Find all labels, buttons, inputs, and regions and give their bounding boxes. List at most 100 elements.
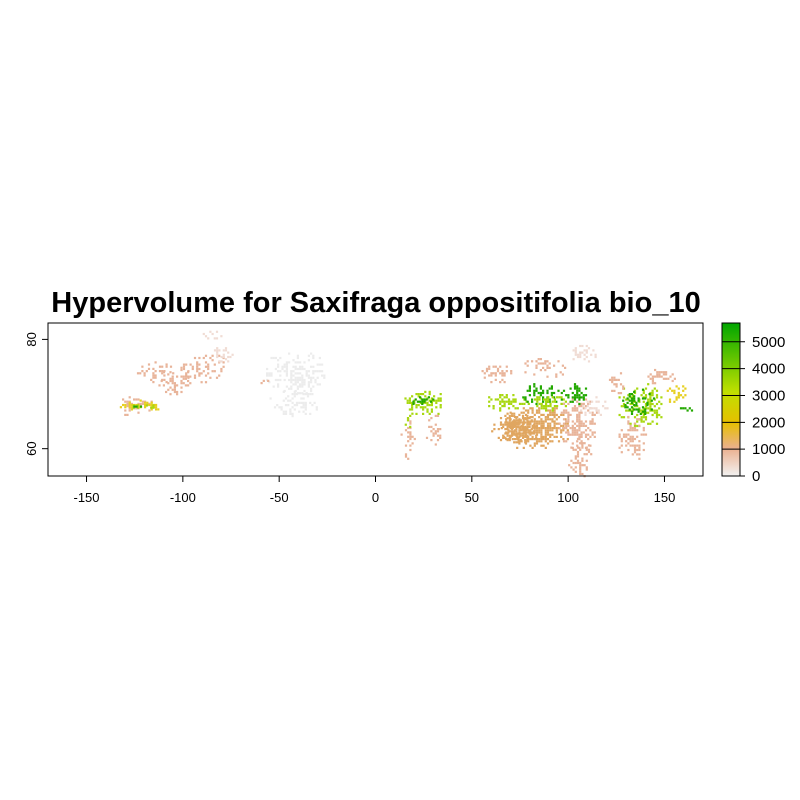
raster-cell bbox=[518, 422, 521, 425]
raster-cell bbox=[546, 375, 549, 378]
raster-cell bbox=[565, 411, 568, 414]
raster-cell bbox=[538, 440, 541, 443]
raster-cell bbox=[581, 464, 584, 467]
raster-cell bbox=[213, 337, 216, 340]
raster-cell bbox=[512, 400, 515, 403]
raster-cell bbox=[412, 402, 415, 405]
raster-cell bbox=[318, 370, 321, 373]
raster-cell bbox=[536, 400, 539, 403]
raster-cell bbox=[533, 413, 536, 416]
raster-cell bbox=[509, 418, 512, 421]
raster-cell bbox=[503, 396, 506, 399]
y-tick-label: 60 bbox=[24, 441, 39, 455]
raster-cell bbox=[640, 409, 643, 412]
raster-cell bbox=[637, 399, 640, 402]
raster-cell bbox=[570, 466, 573, 469]
raster-cell bbox=[439, 428, 442, 431]
raster-cell bbox=[296, 367, 299, 371]
raster-cell bbox=[497, 436, 500, 439]
raster-cell bbox=[157, 408, 160, 411]
raster-cell bbox=[204, 361, 208, 364]
raster-cell bbox=[572, 448, 575, 451]
raster-cell bbox=[533, 438, 536, 441]
raster-cell bbox=[321, 370, 324, 373]
raster-cell bbox=[518, 413, 521, 416]
raster-cell bbox=[300, 401, 303, 404]
raster-cell bbox=[557, 416, 561, 419]
raster-cell bbox=[302, 406, 305, 409]
raster-cell bbox=[211, 332, 214, 336]
raster-cell bbox=[615, 378, 618, 381]
raster-cell bbox=[135, 403, 138, 407]
raster-cell bbox=[583, 358, 586, 361]
raster-cell bbox=[553, 422, 556, 425]
raster-cell bbox=[576, 387, 579, 390]
raster-cell bbox=[673, 400, 676, 403]
raster-cell bbox=[550, 394, 553, 397]
raster-cell bbox=[641, 410, 645, 413]
raster-cell bbox=[638, 418, 641, 421]
raster-cell bbox=[526, 419, 529, 422]
raster-cell bbox=[642, 413, 645, 417]
raster-cell bbox=[500, 427, 503, 430]
raster-cell bbox=[576, 353, 580, 356]
raster-cell bbox=[582, 405, 585, 408]
raster-cell bbox=[531, 431, 534, 434]
raster-cell bbox=[128, 409, 131, 412]
raster-cell bbox=[553, 396, 556, 399]
raster-cell bbox=[675, 396, 678, 399]
raster-cell bbox=[488, 405, 491, 408]
raster-cell bbox=[673, 391, 676, 395]
raster-cell bbox=[513, 412, 516, 415]
raster-cell bbox=[574, 351, 577, 354]
raster-cell bbox=[538, 416, 541, 419]
raster-cell bbox=[633, 429, 637, 432]
raster-cell bbox=[508, 414, 511, 417]
raster-cell bbox=[669, 375, 672, 378]
raster-cell bbox=[658, 400, 661, 403]
raster-cell bbox=[629, 435, 632, 438]
raster-cell bbox=[560, 413, 563, 416]
raster-cell bbox=[295, 393, 299, 396]
raster-cell bbox=[549, 440, 552, 443]
raster-cell bbox=[582, 407, 585, 410]
raster-cell bbox=[587, 347, 591, 350]
raster-cell bbox=[562, 427, 566, 430]
raster-cell bbox=[588, 402, 591, 405]
raster-cell bbox=[303, 361, 306, 364]
raster-cell bbox=[571, 431, 574, 434]
raster-cell bbox=[644, 408, 647, 411]
raster-cell bbox=[152, 404, 155, 407]
raster-cell bbox=[553, 364, 556, 367]
raster-cell bbox=[650, 408, 653, 411]
raster-cell bbox=[295, 404, 299, 407]
raster-cell bbox=[546, 442, 550, 445]
raster-cell bbox=[176, 375, 179, 378]
raster-cell bbox=[227, 360, 230, 363]
raster-cell bbox=[409, 444, 412, 447]
raster-cell bbox=[677, 391, 680, 395]
raster-cell bbox=[510, 402, 513, 405]
raster-cell bbox=[516, 446, 519, 449]
raster-cell bbox=[613, 389, 616, 392]
raster-cell bbox=[139, 402, 142, 405]
raster-cell bbox=[524, 433, 528, 436]
raster-cell bbox=[574, 353, 577, 356]
raster-cell bbox=[148, 403, 151, 407]
raster-cell bbox=[524, 396, 527, 399]
raster-cell bbox=[505, 394, 508, 397]
raster-cell bbox=[555, 375, 558, 378]
raster-cell bbox=[537, 362, 540, 365]
raster-cell bbox=[595, 400, 598, 403]
raster-cell bbox=[501, 398, 504, 401]
raster-cell bbox=[551, 420, 554, 423]
raster-cell bbox=[631, 435, 634, 438]
raster-cell bbox=[422, 408, 425, 411]
raster-cell bbox=[640, 394, 643, 397]
raster-cell bbox=[274, 367, 277, 371]
raster-cell bbox=[579, 351, 582, 354]
raster-cell bbox=[284, 410, 288, 413]
raster-cell bbox=[549, 427, 552, 430]
raster-cell bbox=[655, 409, 659, 412]
